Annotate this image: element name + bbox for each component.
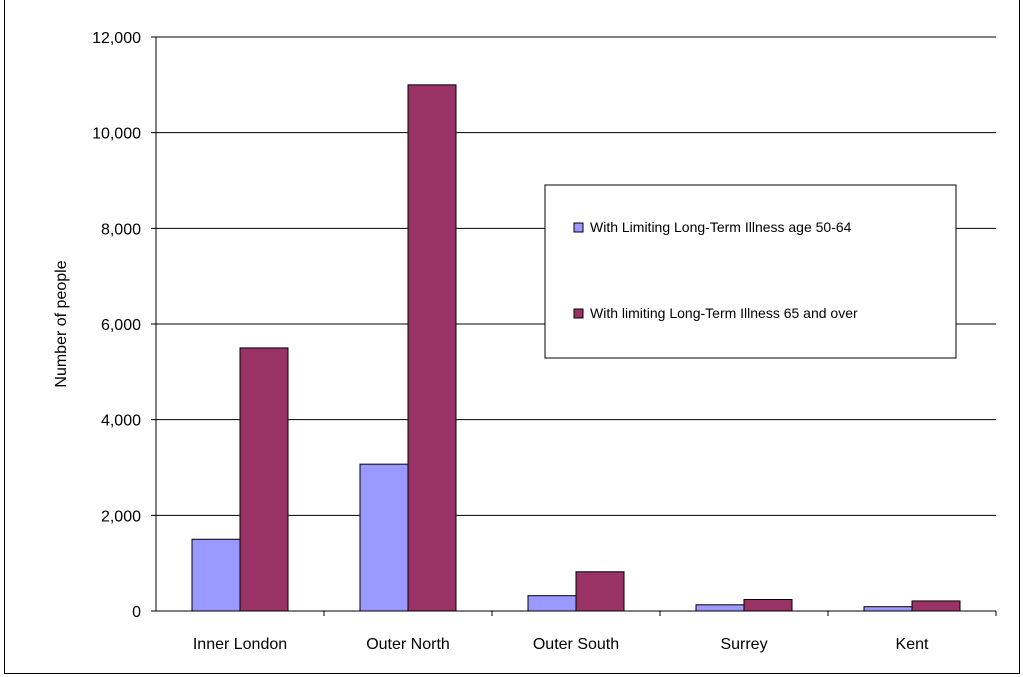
y-tick-label: 8,000	[101, 221, 141, 238]
legend: With Limiting Long-Term Illness age 50-6…	[544, 184, 957, 359]
bar-series-1	[359, 463, 409, 612]
bar-series-2	[407, 84, 457, 612]
legend-box	[544, 184, 957, 359]
bar-series-2	[743, 599, 793, 612]
x-ticks: Inner London Outer North Outer South Surrey…	[193, 611, 997, 653]
bar-series-1	[527, 595, 577, 612]
bar-series-2	[911, 600, 961, 612]
bar-series-1	[863, 606, 913, 612]
y-ticks: 0 2,000 4,000 6,000 8,000 10,000 12,000	[92, 30, 156, 621]
y-tick-label: 2,000	[101, 508, 141, 525]
bar-series-1	[695, 604, 745, 612]
x-tick-label: Outer South	[533, 636, 619, 653]
bar-series-2	[575, 571, 625, 612]
x-tick-label: Outer North	[366, 636, 450, 653]
legend-label-series-2: With limiting Long-Term Illness 65 and o…	[590, 305, 858, 321]
y-tick-label: 10,000	[92, 126, 141, 143]
y-tick-label: 6,000	[101, 317, 141, 334]
bar-series-2	[239, 347, 289, 612]
legend-swatch-series-1	[573, 222, 584, 233]
x-tick-label: Inner London	[193, 636, 287, 653]
y-tick-label: 4,000	[101, 413, 141, 430]
legend-swatch-series-2	[573, 308, 584, 319]
x-tick-label: Kent	[896, 636, 929, 653]
y-tick-label: 12,000	[92, 30, 141, 47]
x-tick-label: Surrey	[720, 636, 767, 653]
y-tick-label: 0	[132, 604, 141, 621]
y-axis-label: Number of people	[53, 260, 70, 387]
bar-series-1	[191, 538, 241, 612]
legend-label-series-1: With Limiting Long-Term Illness age 50-6…	[590, 219, 852, 235]
